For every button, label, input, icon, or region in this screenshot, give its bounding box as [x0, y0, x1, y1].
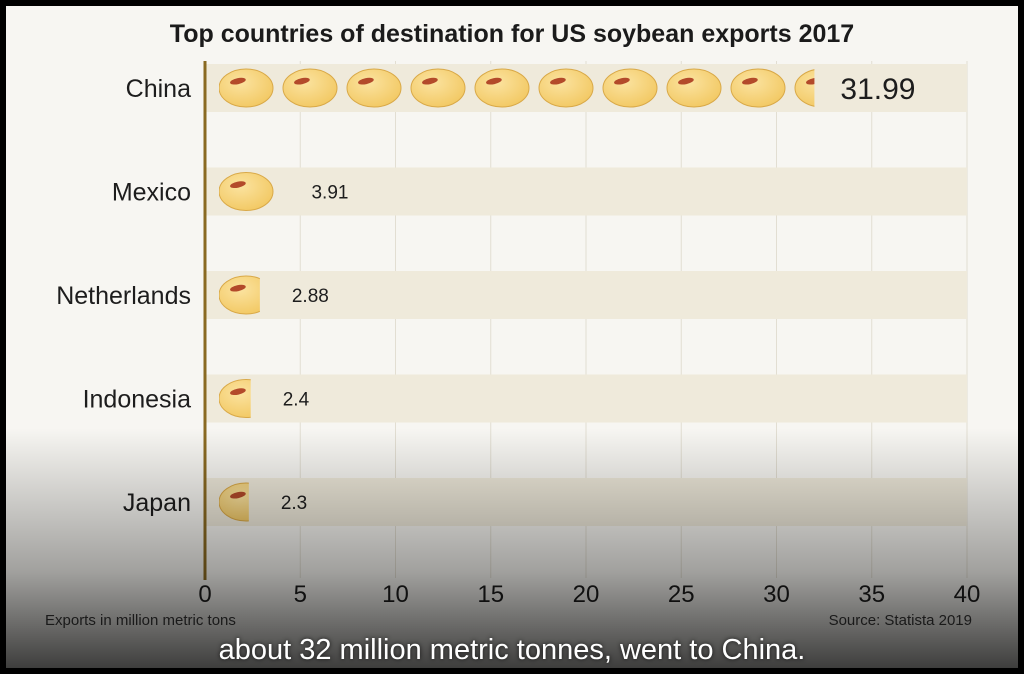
- soybean-icon: [282, 68, 338, 108]
- soybean-icon: [474, 68, 530, 108]
- x-tick-label: 40: [954, 581, 981, 608]
- soybean-icon: [602, 68, 658, 108]
- category-label: Japan: [123, 489, 191, 517]
- soybean-icon: [219, 379, 251, 418]
- row-band: [205, 478, 967, 526]
- chart-frame: Top countries of destination for US soyb…: [6, 6, 1018, 668]
- category-label: Netherlands: [56, 282, 191, 310]
- bar-indonesia: [219, 379, 251, 418]
- value-label: 3.91: [311, 183, 348, 204]
- x-tick-label: 10: [382, 581, 409, 608]
- value-label: 2.4: [283, 390, 310, 411]
- category-label: China: [126, 75, 191, 103]
- category-label: Indonesia: [83, 386, 192, 414]
- video-caption: about 32 million metric tonnes, went to …: [218, 634, 806, 666]
- soybean-icon: [346, 68, 402, 108]
- soybean-icon: [730, 68, 786, 108]
- soybean-icon: [219, 275, 260, 315]
- soybean-icon: [666, 68, 722, 108]
- x-tick-label: 20: [573, 581, 600, 608]
- row-band: [205, 374, 967, 423]
- x-tick-label: 25: [668, 581, 695, 608]
- source-note: Source: Statista 2019: [828, 612, 972, 629]
- category-label: Mexico: [112, 179, 191, 207]
- bar-netherlands: [219, 275, 260, 315]
- soybean-icon: [794, 69, 815, 107]
- unit-note: Exports in million metric tons: [45, 612, 236, 629]
- row-band: [205, 271, 967, 319]
- value-label: 31.99: [840, 73, 915, 106]
- bar-mexico: [219, 172, 274, 211]
- soybean-icon: [538, 68, 594, 108]
- x-tick-label: 0: [198, 581, 211, 608]
- soybean-icon: [219, 68, 274, 108]
- row-band: [205, 167, 967, 216]
- soybean-icon: [219, 172, 274, 211]
- chart-title: Top countries of destination for US soyb…: [169, 20, 855, 48]
- chart-plot: China 31.99 Mexico 3.91 Netherlands 2.88 Indon…: [56, 61, 981, 608]
- bar-china: [219, 68, 815, 108]
- x-tick-label: 5: [294, 581, 307, 608]
- soybean-icon: [410, 68, 466, 108]
- value-label: 2.3: [281, 493, 307, 514]
- x-tick-label: 35: [858, 581, 885, 608]
- x-tick-label: 30: [763, 581, 790, 608]
- x-tick-label: 15: [477, 581, 504, 608]
- value-label: 2.88: [292, 286, 329, 307]
